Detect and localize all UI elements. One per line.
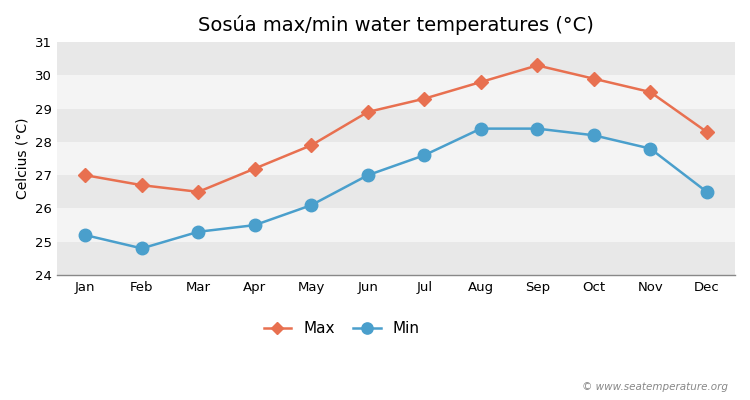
- Max: [194, 190, 202, 194]
- Min: [137, 246, 146, 251]
- Max: [420, 96, 429, 101]
- Max: [251, 166, 260, 171]
- Bar: [57, 242, 735, 275]
- Min: [363, 173, 372, 178]
- Min: [81, 233, 90, 238]
- Legend: Max, Min: Max, Min: [257, 315, 426, 342]
- Line: Max: Max: [80, 60, 712, 197]
- Bar: [57, 109, 735, 142]
- Line: Min: Min: [79, 122, 713, 255]
- Bar: [57, 142, 735, 175]
- Min: [251, 223, 260, 228]
- Max: [532, 63, 542, 68]
- Min: [476, 126, 485, 131]
- Max: [646, 90, 655, 94]
- Max: [363, 110, 372, 114]
- Bar: [57, 75, 735, 109]
- Min: [702, 190, 711, 194]
- Text: © www.seatemperature.org: © www.seatemperature.org: [581, 382, 728, 392]
- Max: [590, 76, 598, 81]
- Min: [590, 133, 598, 138]
- Max: [702, 130, 711, 134]
- Min: [532, 126, 542, 131]
- Bar: [57, 208, 735, 242]
- Max: [81, 173, 90, 178]
- Max: [137, 183, 146, 188]
- Min: [194, 229, 202, 234]
- Bar: [57, 175, 735, 208]
- Min: [420, 153, 429, 158]
- Max: [307, 143, 316, 148]
- Bar: [57, 42, 735, 75]
- Max: [476, 80, 485, 84]
- Min: [646, 146, 655, 151]
- Y-axis label: Celcius (°C): Celcius (°C): [15, 118, 29, 199]
- Min: [307, 203, 316, 208]
- Title: Sosúa max/min water temperatures (°C): Sosúa max/min water temperatures (°C): [198, 15, 594, 35]
